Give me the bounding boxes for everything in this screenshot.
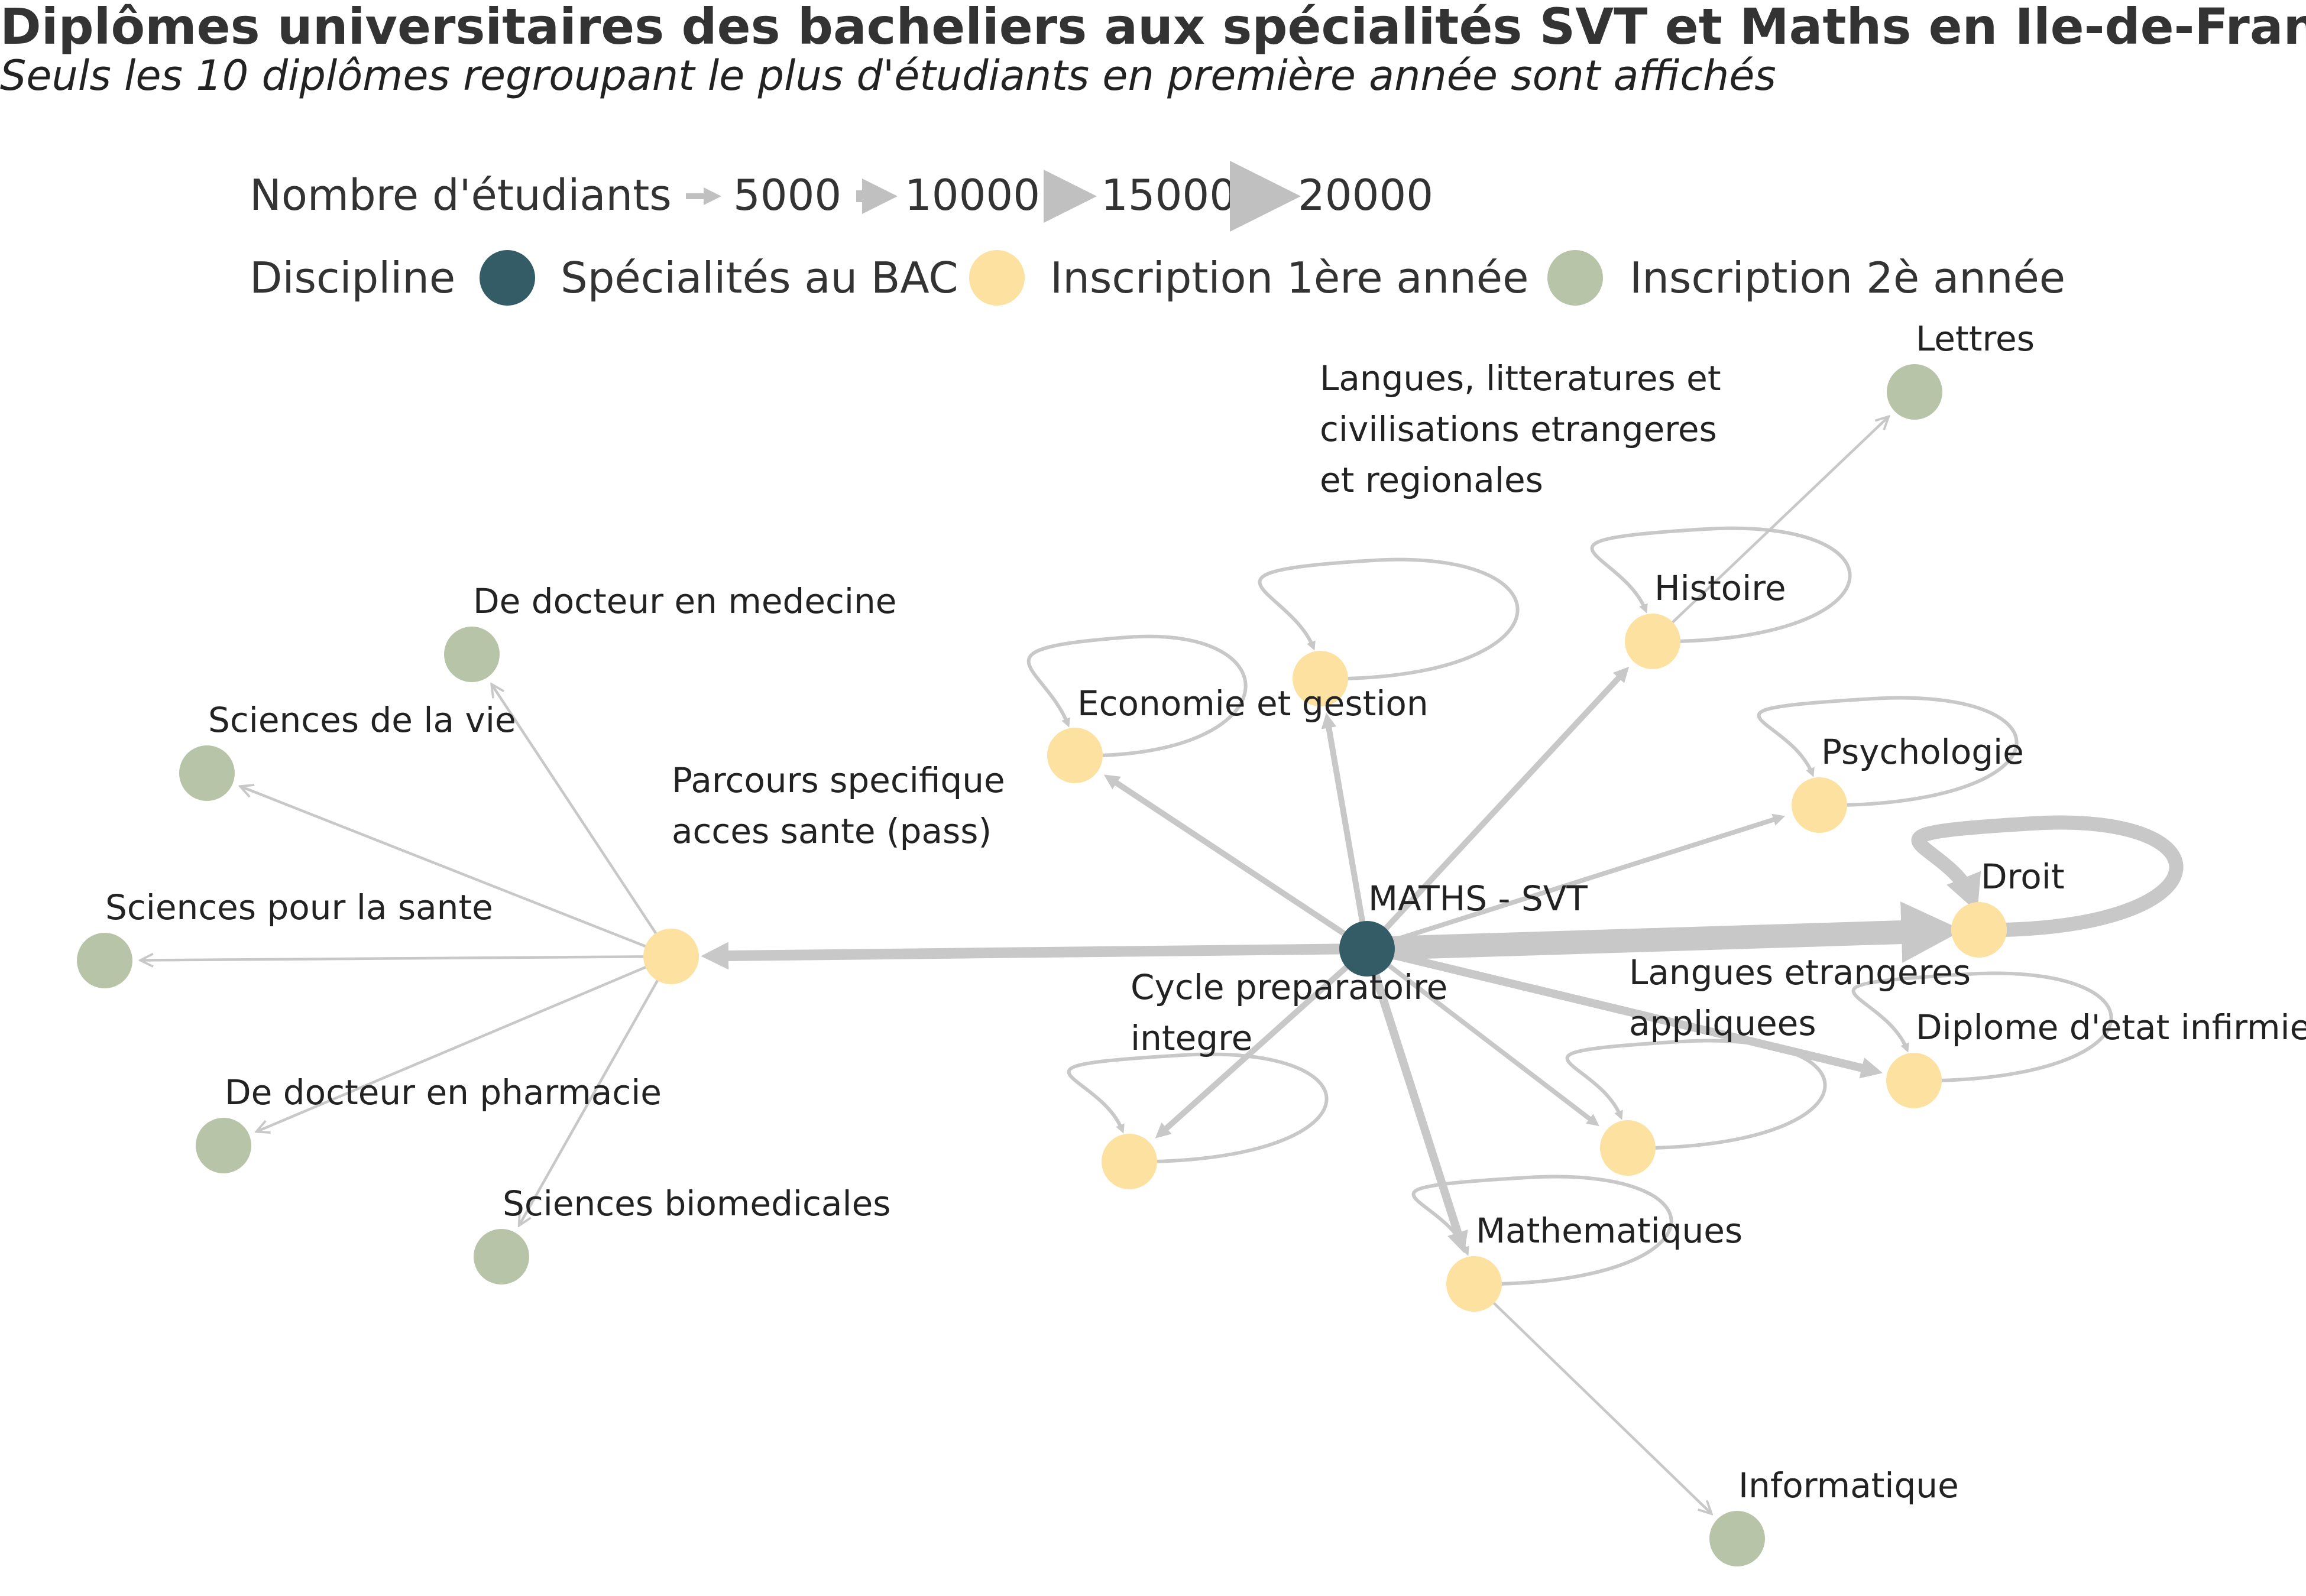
label-cycle: Cycle preparatoire integre [1131, 967, 1447, 1058]
edge-maths-svt-to-eco [1103, 774, 1355, 942]
node-biomed [474, 1229, 529, 1284]
label-pharmacie: De docteur en pharmacie [225, 1072, 662, 1112]
node-lettres [1887, 364, 1942, 420]
node-pass [643, 929, 699, 984]
edge-pass-to-pharmacie [258, 961, 656, 1131]
loop-edge-histoire [1590, 526, 1852, 643]
loop-edge-infirmier [1851, 971, 2113, 1082]
node-histoire [1625, 614, 1680, 669]
node-cycle [1102, 1134, 1157, 1189]
loop-edge-eco2 [1258, 557, 1520, 680]
size-legend-value-1: 5000 [733, 170, 841, 220]
legend-swatch-first-year [969, 250, 1025, 306]
loop-edge-droit [1911, 815, 2184, 937]
label-informatique: Informatique [1738, 1465, 1959, 1506]
legend-label-first-year: Inscription 1ère année [1050, 253, 1528, 303]
legend-swatch-second-year [1547, 250, 1603, 306]
label-biomed: Sciences biomedicales [503, 1183, 890, 1224]
edge-maths-svt-to-maths [1368, 963, 1468, 1254]
loop-edge-lea [1565, 1039, 1827, 1150]
label-infirmier: Diplome d'etat infirmier [1916, 1007, 2306, 1047]
edge-maths-svt-to-lea [1378, 956, 1599, 1127]
edge-maths-svt-to-psycho [1382, 813, 1786, 946]
discipline-legend: Discipline Spécialités au BAC Inscriptio… [250, 250, 2065, 306]
loop-edge-maths [1411, 1175, 1673, 1286]
node-informatique [1709, 1511, 1765, 1566]
node-eco [1047, 728, 1103, 783]
nodes-layer [77, 364, 2007, 1566]
loop-edge-psycho [1757, 696, 2019, 807]
size-legend: Nombre d'étudiants 5000 10000 15000 2000… [250, 161, 1433, 232]
node-lea [1600, 1120, 1656, 1176]
node-maths [1446, 1256, 1502, 1312]
edge-maths-svt-to-eco2 [1321, 712, 1368, 933]
chart-title: Diplômes universitaires des bacheliers a… [0, 0, 2306, 56]
label-pass: Parcours specifique acces sante (pass) [672, 760, 1005, 851]
label-vie: Sciences de la vie [208, 700, 516, 740]
edges-layer [142, 417, 2184, 1513]
legend-swatch-bac [480, 250, 535, 306]
node-psycho [1792, 777, 1847, 833]
chart-subtitle: Seuls les 10 diplômes regroupant le plus… [0, 51, 1776, 100]
label-llcer: Langues, litteratures et civilisations et… [1320, 358, 1721, 500]
discipline-legend-title: Discipline [250, 253, 455, 303]
node-maths-svt [1339, 921, 1395, 977]
edge-pass-to-sante [142, 956, 655, 960]
loop-edge-cycle [1067, 1052, 1329, 1163]
edge-maths-svt-to-pass [701, 942, 1350, 970]
edge-maths-svt-to-droit [1383, 901, 1963, 964]
label-sante: Sciences pour la sante [105, 887, 493, 927]
node-droit [1951, 902, 2007, 958]
edge-histoire-to-lettres [1663, 417, 1887, 631]
size-legend-value-3: 15000 [1101, 170, 1236, 220]
label-medecine: De docteur en medecine [473, 581, 896, 621]
edge-maths-svt-to-cycle [1155, 958, 1357, 1138]
edge-pass-to-medecine [493, 686, 663, 943]
edge-maths-svt-to-histoire [1376, 666, 1630, 939]
edge-maths-to-informatique [1485, 1295, 1710, 1513]
label-maths-svt: MATHS - SVT [1368, 878, 1588, 919]
node-vie [179, 745, 235, 801]
label-psycho: Psychologie [1821, 732, 2024, 772]
label-lettres: Lettres [1916, 319, 2035, 359]
edge-pass-to-vie [242, 787, 656, 952]
label-eco: Economie et gestion [1077, 683, 1429, 724]
node-pharmacie [196, 1118, 251, 1173]
node-medecine [444, 627, 500, 682]
label-maths: Mathematiques [1476, 1211, 1743, 1251]
loop-edge-eco [1026, 634, 1248, 757]
node-infirmier [1886, 1053, 1942, 1108]
size-legend-value-4: 20000 [1298, 170, 1433, 220]
node-eco2 [1293, 651, 1348, 706]
edge-pass-to-biomed [520, 970, 665, 1225]
size-legend-value-2: 10000 [905, 170, 1040, 220]
legend-label-bac: Spécialités au BAC [561, 253, 958, 303]
label-lea: Langues etrangeres appliquees [1629, 952, 1971, 1043]
node-sante [77, 933, 132, 988]
label-histoire: Histoire [1654, 568, 1786, 608]
labels-layer: MATHS - SVT Parcours specifique acces sant… [105, 319, 2306, 1506]
size-legend-title: Nombre d'étudiants [250, 170, 672, 220]
label-droit: Droit [1981, 857, 2065, 897]
legend-label-second-year: Inscription 2è année [1630, 253, 2065, 303]
